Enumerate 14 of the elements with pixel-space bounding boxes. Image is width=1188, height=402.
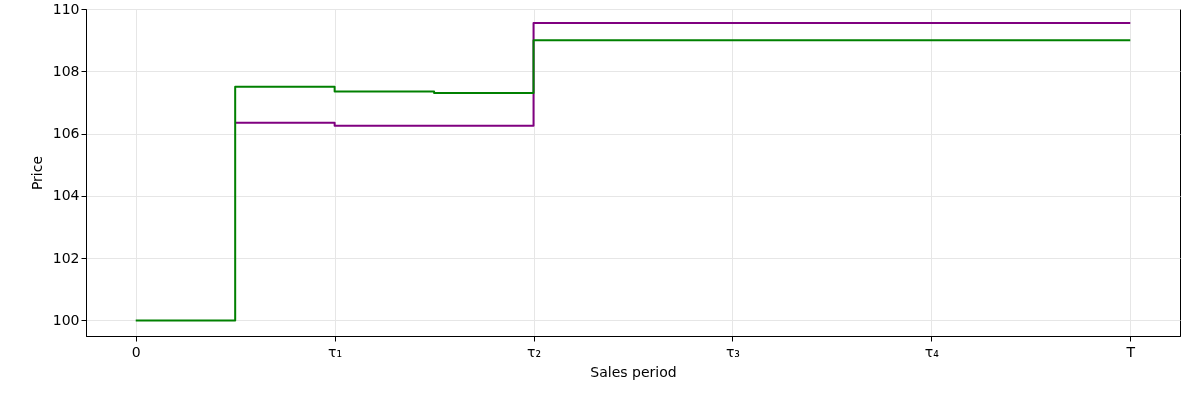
y-tick-label: 100 xyxy=(52,311,80,328)
y-tick-label: 106 xyxy=(52,125,80,142)
y-tick-label: 102 xyxy=(52,249,80,266)
x-tick-label: τ₄ xyxy=(924,343,940,360)
y-tick-label: 108 xyxy=(52,62,80,79)
x-axis-title: Sales period xyxy=(590,363,677,380)
x-tick-label: τ₃ xyxy=(725,343,740,360)
y-tick-label: 110 xyxy=(52,0,80,17)
x-tick-label: τ₂ xyxy=(527,343,542,360)
x-tick-label: T xyxy=(1125,343,1136,360)
y-axis-title: Price xyxy=(28,155,45,191)
x-tick-label: τ₁ xyxy=(328,343,343,360)
x-tick-label: 0 xyxy=(131,343,141,360)
y-tick-label: 104 xyxy=(52,187,80,204)
